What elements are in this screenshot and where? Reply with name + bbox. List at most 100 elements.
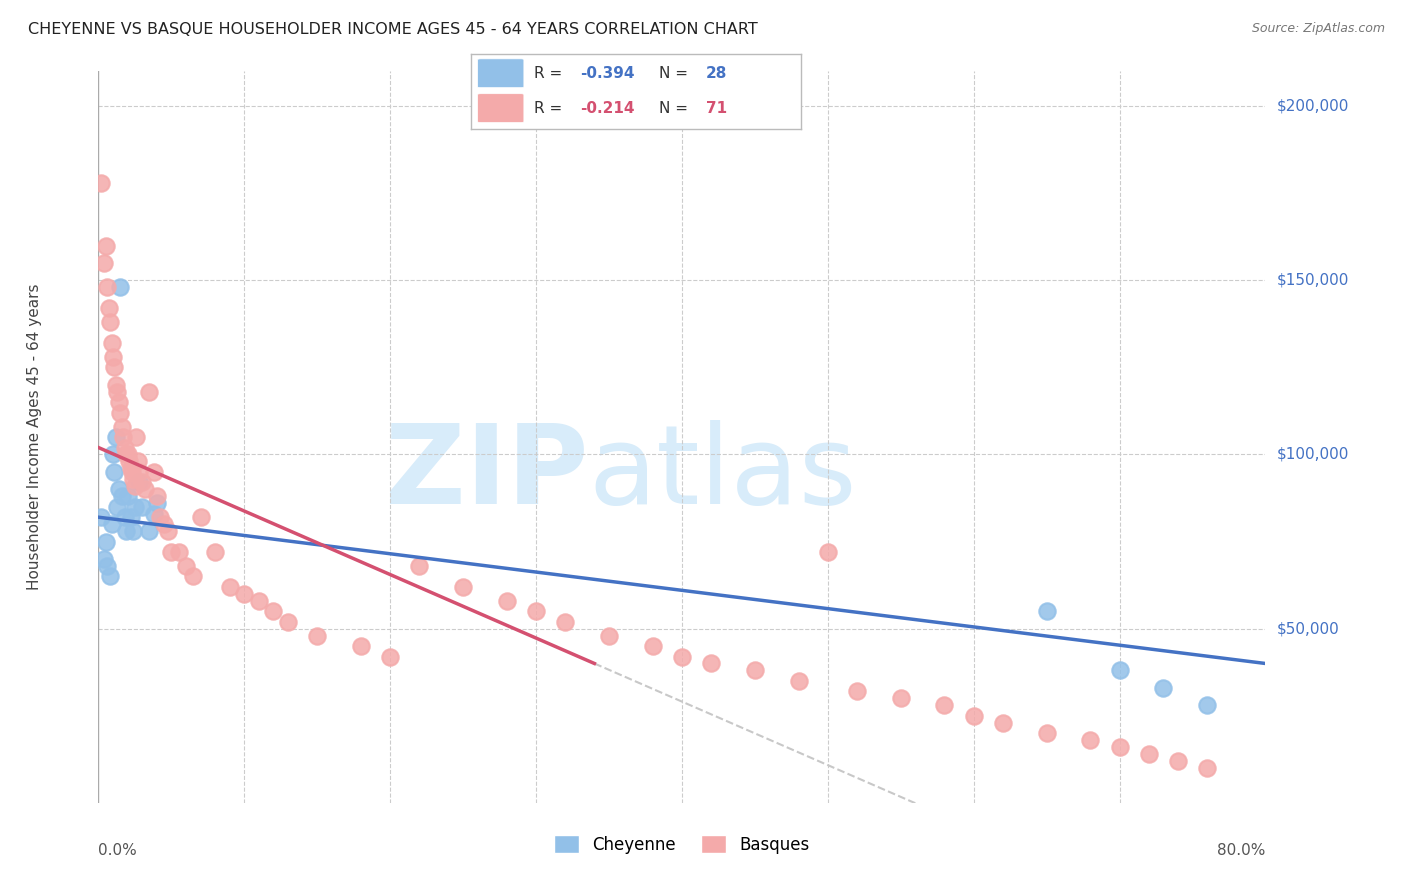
Text: 80.0%: 80.0% (1218, 843, 1265, 858)
Point (127, 454, 149, 468)
Text: CHEYENNE VS BASQUE HOUSEHOLDER INCOME AGES 45 - 64 YEARS CORRELATION CHART: CHEYENNE VS BASQUE HOUSEHOLDER INCOME AG… (28, 22, 758, 37)
Point (114, 441, 136, 455)
Point (96, 280, 118, 294)
Text: -0.214: -0.214 (581, 101, 634, 116)
Point (142, 465, 165, 479)
Point (554, 615, 576, 629)
Text: $50,000: $50,000 (1277, 621, 1340, 636)
Point (181, 569, 204, 583)
Point (122, 524, 145, 538)
Point (524, 604, 547, 618)
Point (671, 649, 693, 664)
Text: 0.0%: 0.0% (98, 843, 138, 858)
Point (1035, 604, 1057, 618)
Point (190, 510, 212, 524)
Point (787, 673, 810, 688)
Point (817, 545, 839, 559)
Text: R =: R = (534, 101, 567, 116)
Text: -0.394: -0.394 (581, 66, 634, 81)
Point (90, 510, 112, 524)
Point (125, 430, 148, 444)
Point (104, 430, 127, 444)
Point (233, 587, 256, 601)
Point (641, 639, 664, 653)
Text: N =: N = (659, 66, 693, 81)
Point (101, 350, 124, 364)
Point (101, 448, 124, 462)
Point (934, 698, 956, 713)
FancyBboxPatch shape (478, 94, 524, 122)
Point (1137, 747, 1160, 761)
Point (128, 475, 150, 490)
Point (128, 465, 150, 479)
Point (98, 569, 121, 583)
Point (247, 594, 270, 608)
Point (496, 594, 519, 608)
Point (90, 176, 112, 190)
Point (962, 708, 984, 723)
Point (122, 472, 145, 486)
Point (598, 629, 620, 643)
Text: $100,000: $100,000 (1277, 447, 1348, 462)
Point (131, 475, 153, 490)
Point (110, 280, 132, 294)
Point (93, 552, 115, 566)
Point (117, 489, 139, 503)
Point (146, 489, 169, 503)
Text: N =: N = (659, 101, 693, 116)
Point (110, 406, 132, 420)
Point (153, 517, 176, 532)
Point (98, 315, 121, 329)
Point (146, 496, 169, 510)
Point (350, 639, 373, 653)
Point (138, 384, 160, 399)
Point (108, 483, 131, 497)
Point (451, 580, 474, 594)
Text: $150,000: $150,000 (1277, 273, 1348, 288)
Point (124, 479, 146, 493)
Point (117, 448, 139, 462)
Point (1195, 761, 1218, 775)
Point (1108, 664, 1130, 678)
Point (277, 615, 299, 629)
Point (380, 649, 402, 664)
Point (1167, 754, 1189, 768)
Point (115, 448, 138, 462)
Text: ZIP: ZIP (385, 420, 589, 527)
Point (105, 384, 128, 399)
Point (744, 664, 766, 678)
Point (991, 715, 1014, 730)
Point (700, 657, 723, 671)
Point (103, 360, 125, 375)
Point (114, 510, 136, 524)
Text: Householder Income Ages 45 - 64 years: Householder Income Ages 45 - 64 years (27, 284, 42, 591)
Point (131, 500, 153, 514)
Point (174, 558, 197, 573)
Point (105, 500, 128, 514)
Point (204, 545, 226, 559)
Point (111, 489, 134, 503)
Point (846, 684, 869, 698)
Point (149, 510, 172, 524)
Text: Source: ZipAtlas.com: Source: ZipAtlas.com (1251, 22, 1385, 36)
Point (111, 419, 134, 434)
Point (1195, 698, 1218, 713)
Point (1108, 740, 1130, 755)
Point (103, 465, 125, 479)
Point (100, 336, 122, 351)
Point (157, 524, 180, 538)
Point (120, 461, 142, 475)
Text: atlas: atlas (589, 420, 858, 527)
Point (112, 430, 135, 444)
Text: $200,000: $200,000 (1277, 99, 1348, 113)
Point (104, 377, 127, 392)
Point (118, 454, 141, 468)
Point (124, 500, 146, 514)
Legend: Cheyenne, Basques: Cheyenne, Basques (547, 829, 817, 860)
Text: 28: 28 (706, 66, 727, 81)
Point (94, 238, 117, 252)
Point (142, 507, 165, 521)
Point (94, 534, 117, 549)
Point (167, 545, 190, 559)
Point (262, 604, 284, 618)
